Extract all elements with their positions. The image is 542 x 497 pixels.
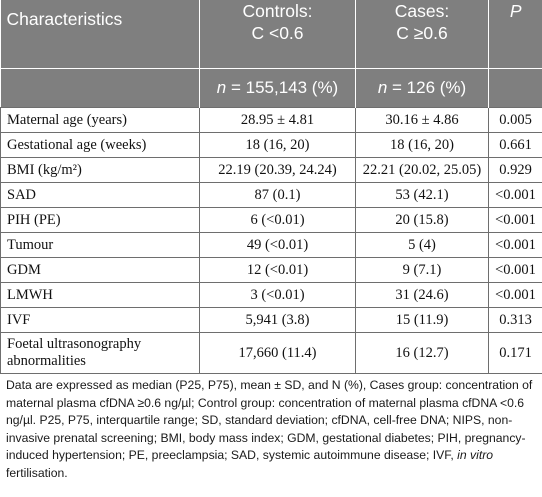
row-label: Tumour [0,232,200,258]
header-controls: Controls: C <0.6 [199,0,356,69]
controls-value: 28.95 ± 4.81 [199,107,356,133]
table-row: Maternal age (years) 28.95 ± 4.81 30.16 … [0,107,542,133]
controls-value: 49 (<0.01) [199,232,356,258]
footnote-text: Data are expressed as median (P25, P75),… [6,378,533,462]
row-label: BMI (kg/m²) [0,157,200,183]
table-row: Foetal ultrasonography abnormalities 17,… [0,332,542,374]
p-value: 0.171 [488,332,542,374]
cases-value: 22.21 (20.02, 25.05) [355,157,489,183]
p-value: 0.005 [488,107,542,133]
header-cases-title: Cases: [394,1,450,21]
controls-value: 3 (<0.01) [199,282,356,308]
row-label: GDM [0,257,200,283]
header-cases-threshold: C ≥0.6 [396,23,448,43]
cases-value: 16 (12.7) [355,332,489,374]
header-empty-cell [488,68,542,108]
table-row: Gestational age (weeks) 18 (16, 20) 18 (… [0,132,542,158]
row-label: Maternal age (years) [0,107,200,133]
cases-value: 5 (4) [355,232,489,258]
controls-value: 22.19 (20.39, 24.24) [199,157,356,183]
cases-value: 31 (24.6) [355,282,489,308]
p-value: <0.001 [488,282,542,308]
header-characteristics: Characteristics [0,0,200,69]
header-cases-n: n = 126 (%) [355,68,489,108]
footnote-italic: in vitro [457,448,494,462]
header-cases: Cases: C ≥0.6 [355,0,489,69]
table-row: SAD 87 (0.1) 53 (42.1) <0.001 [0,182,542,208]
row-label: PIH (PE) [0,207,200,233]
p-value: 0.661 [488,132,542,158]
header-controls-threshold: C <0.6 [251,23,304,43]
header-row-counts: n = 155,143 (%) n = 126 (%) [0,68,542,108]
controls-value: 5,941 (3.8) [199,307,356,333]
p-value: 0.929 [488,157,542,183]
cases-n-value: = 126 (%) [387,78,467,97]
row-label: SAD [0,182,200,208]
header-empty-cell [0,68,200,108]
table-row: BMI (kg/m²) 22.19 (20.39, 24.24) 22.21 (… [0,157,542,183]
p-value: <0.001 [488,207,542,233]
controls-value: 17,660 (11.4) [199,332,356,374]
table-row: Tumour 49 (<0.01) 5 (4) <0.001 [0,232,542,258]
cases-value: 20 (15.8) [355,207,489,233]
header-p-value: P [488,0,542,69]
table-row: IVF 5,941 (3.8) 15 (11.9) 0.313 [0,307,542,333]
row-label-line1: Foetal ultrasonography [7,336,142,352]
cases-value: 9 (7.1) [355,257,489,283]
controls-value: 87 (0.1) [199,182,356,208]
table-row: LMWH 3 (<0.01) 31 (24.6) <0.001 [0,282,542,308]
n-symbol: n [377,78,388,97]
p-value: <0.001 [488,257,542,283]
cases-value: 53 (42.1) [355,182,489,208]
row-label: IVF [0,307,200,333]
p-value: <0.001 [488,232,542,258]
table-footnote: Data are expressed as median (P25, P75),… [6,377,536,482]
controls-value: 12 (<0.01) [199,257,356,283]
n-symbol: n [216,78,227,97]
p-value: 0.313 [488,307,542,333]
table-row: GDM 12 (<0.01) 9 (7.1) <0.001 [0,257,542,283]
row-label: Foetal ultrasonography abnormalities [0,332,200,374]
table-row: PIH (PE) 6 (<0.01) 20 (15.8) <0.001 [0,207,542,233]
header-controls-n: n = 155,143 (%) [199,68,356,108]
header-row-groups: Characteristics Controls: C <0.6 Cases: … [0,0,542,69]
characteristics-table: Characteristics Controls: C <0.6 Cases: … [0,0,542,374]
p-value: <0.001 [488,182,542,208]
controls-value: 18 (16, 20) [199,132,356,158]
cases-value: 30.16 ± 4.86 [355,107,489,133]
controls-n-value: = 155,143 (%) [226,78,339,97]
header-controls-title: Controls: [242,1,313,21]
cases-value: 18 (16, 20) [355,132,489,158]
cases-value: 15 (11.9) [355,307,489,333]
controls-value: 6 (<0.01) [199,207,356,233]
footnote-end: fertilisation. [6,465,68,480]
row-label-line2: abnormalities [7,353,86,369]
row-label: LMWH [0,282,200,308]
row-label: Gestational age (weeks) [0,132,200,158]
